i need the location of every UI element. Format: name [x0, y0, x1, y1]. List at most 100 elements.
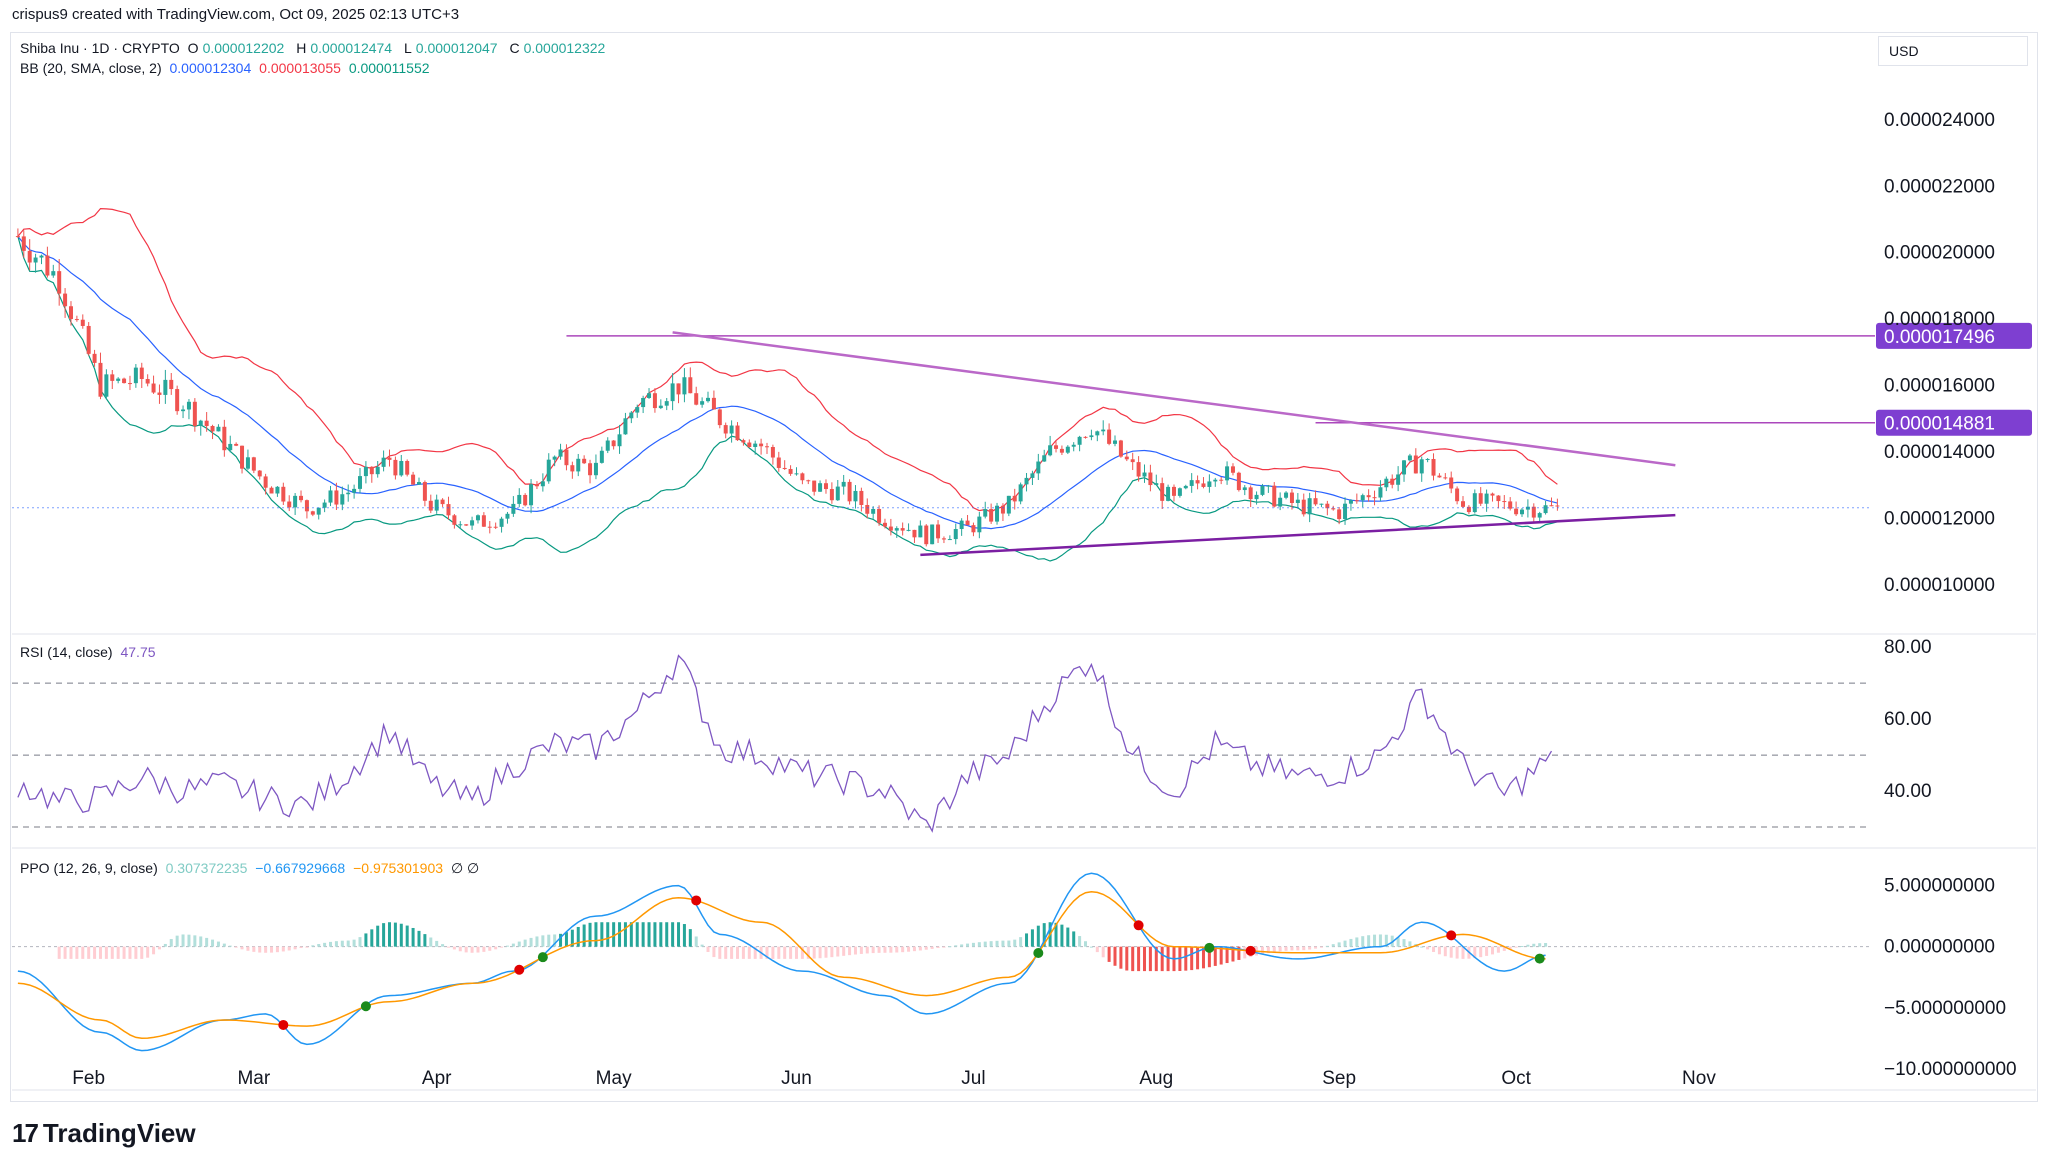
chart-frame: [10, 32, 2038, 1102]
ppo-histogram-bar: [252, 946, 256, 952]
tradingview-wordmark: TradingView: [42, 1118, 196, 1148]
ppo-histogram-bar: [287, 946, 291, 951]
candle-body: [900, 528, 905, 531]
ppo-histogram-bar: [529, 937, 533, 947]
candle-body: [1343, 503, 1348, 520]
candle-body: [287, 501, 292, 508]
ppo-histogram-bar: [966, 943, 970, 947]
candle-body: [475, 515, 480, 521]
candle-body: [192, 401, 197, 426]
rsi-legend[interactable]: RSI (14, close) 47.75: [20, 644, 160, 660]
ppo-histogram-bar: [706, 946, 710, 952]
ppo-histogram-bar: [753, 946, 757, 959]
candle-body: [27, 250, 32, 263]
candle-body: [387, 457, 392, 460]
ppo-histogram-bar: [264, 946, 268, 953]
candle-body: [641, 397, 646, 408]
ppo-histogram-bar: [1060, 924, 1064, 947]
ppo-histogram-bar: [488, 946, 492, 951]
ppo-histogram-bar: [163, 943, 167, 947]
bb-label: BB (20, SMA, close, 2): [20, 60, 162, 76]
ppo-histogram-bar: [1496, 946, 1500, 953]
candle-body: [1484, 493, 1489, 504]
candle-body: [446, 504, 451, 516]
ppo-histogram-bar: [1089, 946, 1093, 948]
ppo-histogram-bar: [848, 946, 852, 956]
candle-body: [1278, 497, 1283, 507]
candle-body: [304, 500, 309, 512]
ppo-crossover-dot: [1446, 930, 1457, 941]
candle-body: [1006, 495, 1011, 514]
ppo-histogram-bar: [93, 946, 97, 959]
ppo-histogram-bar: [1514, 946, 1518, 948]
candle-body: [1449, 477, 1454, 489]
ppo-histogram-bar: [1449, 946, 1453, 958]
candle-body: [770, 447, 775, 458]
ppo-crossover-dot: [1204, 942, 1215, 953]
bb-legend[interactable]: BB (20, SMA, close, 2) 0.000012304 0.000…: [20, 60, 434, 76]
ppo-legend[interactable]: PPO (12, 26, 9, close) 0.307372235 −0.66…: [20, 860, 483, 877]
candle-body: [983, 509, 988, 517]
ppo-hist-value: 0.307372235: [165, 860, 248, 876]
currency-selector[interactable]: USD: [1878, 36, 2028, 66]
candle-body: [564, 449, 569, 466]
candle-body: [1419, 459, 1424, 474]
candle-body: [1248, 487, 1253, 500]
candle-body: [1496, 495, 1501, 502]
candle-body: [422, 482, 427, 501]
price-tick-label: 0.000020000: [1884, 243, 1995, 264]
ppo-histogram-bar: [98, 946, 102, 959]
ppo-histogram-bar: [1502, 946, 1506, 951]
candle-body: [1177, 488, 1182, 496]
candle-body: [959, 520, 964, 530]
time-tick-label: May: [596, 1068, 632, 1089]
candle-body: [1413, 455, 1418, 474]
ppo-histogram-bar: [87, 946, 91, 959]
ppo-histogram-bar: [800, 946, 804, 959]
candle-body: [352, 488, 357, 493]
candle-body: [1113, 440, 1118, 444]
ppo-histogram-bar: [1166, 946, 1170, 972]
ppo-histogram-bar: [387, 922, 391, 947]
candle-body: [941, 538, 946, 540]
ppo-histogram-bar: [476, 946, 480, 953]
ppo-histogram-bar: [1201, 946, 1205, 969]
ppo-histogram-bar: [311, 945, 315, 947]
ppo-histogram-bar: [1319, 946, 1323, 948]
candle-body: [1519, 509, 1524, 515]
candle-body: [1254, 494, 1259, 500]
symbol-legend[interactable]: Shiba Inu · 1D · CRYPTO O 0.000012202 H 0.…: [20, 40, 613, 56]
candle-body: [912, 529, 917, 538]
ppo-signal-value: −0.975301903: [353, 860, 444, 876]
ppo-histogram-bar: [960, 944, 964, 947]
candle-body: [1107, 429, 1112, 444]
ppo-histogram-bar: [1461, 946, 1465, 959]
candle-body: [1425, 458, 1430, 460]
tradingview-logo[interactable]: 17 TradingView: [12, 1118, 196, 1149]
ppo-histogram-bar: [1331, 944, 1335, 947]
candle-body: [1325, 503, 1330, 509]
ppo-histogram-bar: [1225, 946, 1229, 964]
candle-body: [835, 486, 840, 501]
candle-body: [310, 511, 315, 515]
ppo-histogram-bar: [877, 946, 881, 953]
ppo-histogram-bar: [1402, 939, 1406, 947]
candle-body: [470, 520, 475, 526]
candle-body: [369, 466, 374, 475]
ppo-histogram-bar: [547, 934, 551, 947]
candle-body: [1236, 472, 1241, 491]
ppo-histogram-bar: [918, 946, 922, 951]
price-level-label-bg: [1876, 322, 2032, 349]
ppo-histogram-bar: [116, 946, 120, 959]
candle-body: [1054, 445, 1059, 449]
candle-body: [1390, 478, 1395, 485]
candle-body: [1219, 479, 1224, 481]
candle-body: [694, 393, 699, 405]
candle-body: [1242, 487, 1247, 491]
ppo-histogram-bar: [1508, 946, 1512, 950]
candle-body: [464, 524, 469, 526]
ppo-histogram-bar: [1160, 946, 1164, 972]
candle-body: [853, 490, 858, 502]
candle-body: [145, 379, 150, 384]
